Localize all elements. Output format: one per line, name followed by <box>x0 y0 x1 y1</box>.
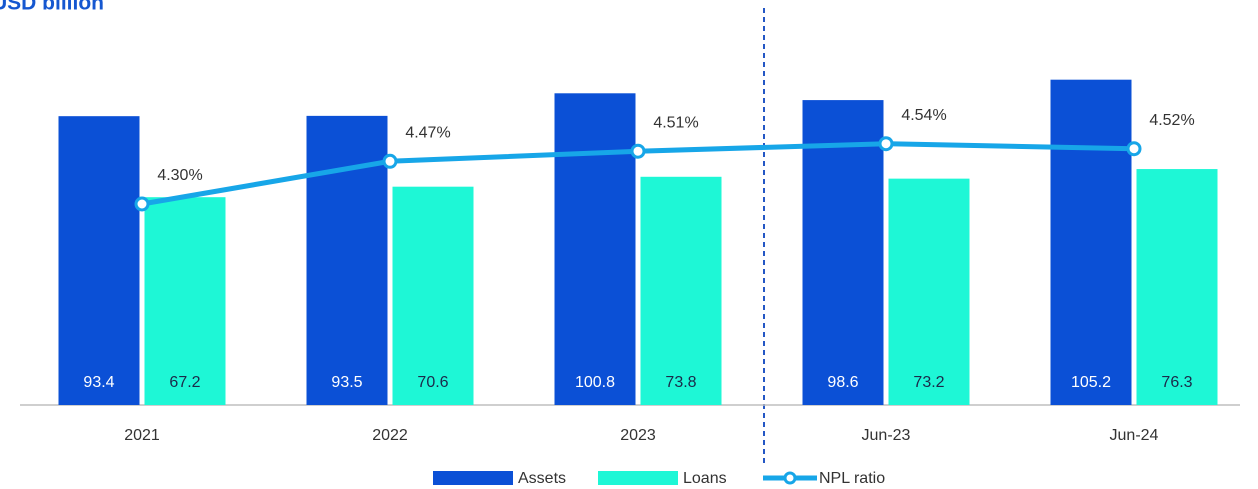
legend-swatch <box>433 471 513 485</box>
legend-label: Loans <box>683 470 727 487</box>
bar <box>640 176 722 405</box>
bar-value-label: 105.2 <box>1071 374 1111 391</box>
bar <box>1050 79 1132 405</box>
bar <box>144 197 226 405</box>
line-point <box>134 196 150 212</box>
bar-value-label: 70.6 <box>417 374 448 391</box>
bar <box>306 115 388 405</box>
bar-value-label: 73.2 <box>913 374 944 391</box>
bar <box>58 116 140 405</box>
line-value-label: 4.52% <box>1149 112 1194 129</box>
line-value-label: 4.47% <box>405 125 450 142</box>
bar <box>888 178 970 405</box>
legend-swatch-marker <box>783 471 797 485</box>
x-tick-label: 2023 <box>620 427 656 444</box>
line-point <box>382 153 398 169</box>
bar-value-label: 98.6 <box>827 374 858 391</box>
legend-label: Assets <box>518 470 566 487</box>
x-tick-label: 2022 <box>372 427 408 444</box>
bar <box>392 186 474 405</box>
bar-value-label: 100.8 <box>575 374 615 391</box>
bar <box>554 93 636 406</box>
line-value-label: 4.30% <box>157 167 202 184</box>
line-point <box>1126 141 1142 157</box>
line-value-label: 4.51% <box>653 114 698 131</box>
chart-title: USD billion <box>0 0 104 15</box>
x-tick-label: Jun-23 <box>862 427 911 444</box>
legend-swatch <box>598 471 678 485</box>
line-point <box>630 143 646 159</box>
legend-label: NPL ratio <box>819 470 885 487</box>
bar-value-label: 67.2 <box>169 374 200 391</box>
bar-value-label: 93.5 <box>331 374 362 391</box>
bar-value-label: 76.3 <box>1161 374 1192 391</box>
line-point <box>878 136 894 152</box>
bar-value-label: 93.4 <box>83 374 114 391</box>
bar <box>1136 169 1218 405</box>
bar <box>802 100 884 406</box>
x-tick-label: 2021 <box>124 427 160 444</box>
line-value-label: 4.54% <box>901 107 946 124</box>
bar-value-label: 73.8 <box>665 374 696 391</box>
x-tick-label: Jun-24 <box>1110 427 1159 444</box>
